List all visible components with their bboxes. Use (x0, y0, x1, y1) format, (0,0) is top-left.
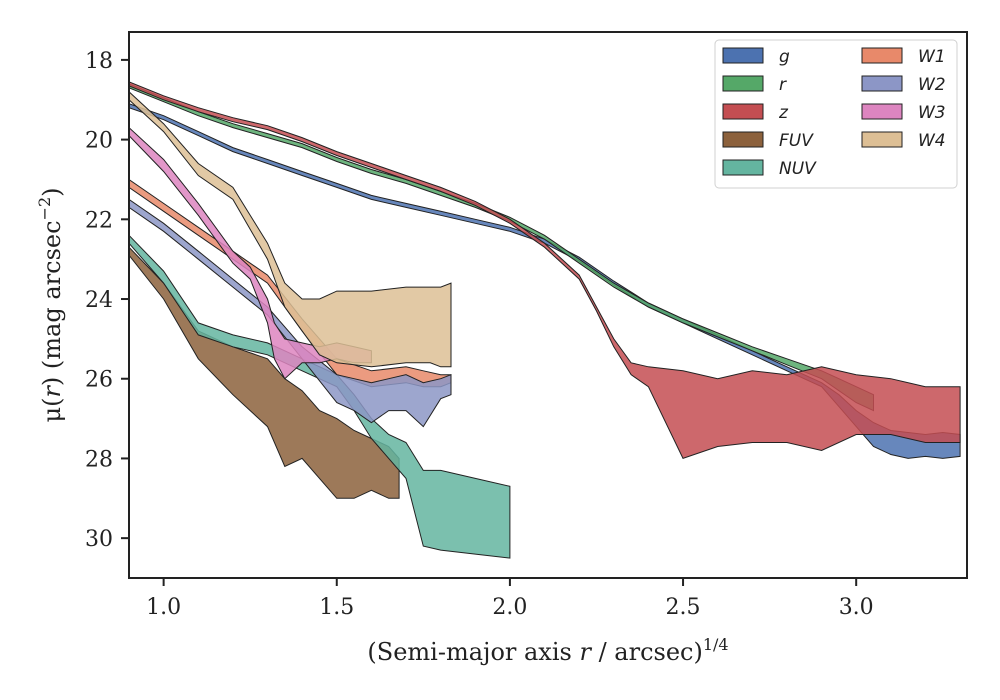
legend-label-w1: W1 (918, 47, 946, 67)
legend-label-g: g (779, 47, 790, 67)
legend-label-z: z (778, 103, 789, 123)
legend-label-w3: W3 (918, 103, 946, 123)
y-tick-label: 24 (85, 288, 113, 313)
y-tick-label: 20 (85, 129, 113, 154)
legend-swatch-w2 (861, 75, 903, 92)
plot-frame (128, 31, 968, 579)
x-axis-label-part-2: / arcsec) (591, 638, 703, 666)
band-fuv (129, 246, 400, 499)
legend-swatch-r (722, 75, 764, 92)
legend-swatch-nuv (722, 159, 764, 176)
x-axis-label-variable: r (579, 638, 592, 666)
legend-swatch-w3 (861, 103, 903, 120)
x-tick-label: 3.0 (839, 595, 874, 620)
legend-swatch-fuv (722, 131, 764, 148)
band-z (129, 81, 961, 460)
band-layer (129, 81, 961, 559)
x-axis-label-exponent: 1/4 (703, 635, 729, 654)
legend-label-w2: W2 (918, 75, 946, 95)
legend-swatch-g (722, 47, 764, 64)
y-tick-label: 18 (85, 49, 113, 74)
x-axis-label-part-1: (Semi-major axis (367, 638, 579, 666)
tick-layer: 1.0 1.5 2.0 2.5 3.0 18 20 22 24 26 28 30 (85, 49, 874, 620)
x-tick-label: 1.0 (146, 595, 181, 620)
y-axis-label-exponent: −2 (35, 197, 54, 221)
y-tick-label: 22 (85, 208, 113, 233)
legend-swatch-w1 (861, 47, 903, 64)
y-axis-label-variable: r (38, 385, 66, 398)
y-tick-label: 28 (85, 447, 113, 472)
y-axis-label-units: ) (mag arcsec (38, 220, 66, 386)
legend-label-fuv: FUV (779, 131, 814, 151)
x-tick-label: 2.0 (492, 595, 527, 620)
legend-swatch-z (722, 103, 764, 120)
x-tick-label: 2.5 (666, 595, 701, 620)
y-tick-label: 30 (85, 527, 113, 552)
legend-label-nuv: NUV (779, 159, 817, 179)
x-axis-label: (Semi-major axis r / arcsec)1/4 (367, 635, 728, 666)
band-g (129, 103, 961, 459)
y-axis-label: μ(r) (mag arcsec−2) (35, 187, 66, 422)
band-w2 (129, 198, 452, 428)
y-axis-label-close: ) (38, 187, 66, 196)
legend-swatch-w4 (861, 131, 903, 148)
band-nuv (129, 234, 511, 559)
y-axis-label-symbol: μ( (38, 398, 66, 423)
legend-label-w4: W4 (918, 131, 946, 151)
y-tick-label: 26 (85, 368, 113, 393)
x-tick-label: 1.5 (319, 595, 354, 620)
band-w4 (129, 91, 452, 368)
legend-label-r: r (779, 75, 787, 95)
legend: grz FUV NUV W1 W2 W3 W4 (714, 39, 958, 189)
